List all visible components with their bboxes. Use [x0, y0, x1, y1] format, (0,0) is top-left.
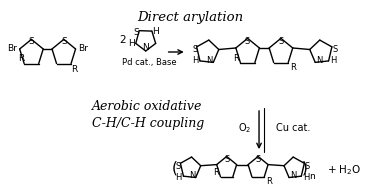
Text: N: N: [206, 56, 213, 65]
Text: H: H: [152, 27, 159, 36]
Text: S: S: [332, 45, 337, 54]
Text: Direct arylation: Direct arylation: [137, 11, 243, 24]
Text: S: S: [61, 37, 67, 46]
Text: S: S: [255, 155, 261, 164]
Text: H: H: [303, 173, 309, 182]
Text: (: (: [171, 160, 177, 176]
Text: S: S: [278, 37, 284, 46]
Text: S: S: [224, 155, 229, 164]
Text: O$_2$: O$_2$: [238, 121, 251, 135]
Text: Aerobic oxidative
C-H/C-H coupling: Aerobic oxidative C-H/C-H coupling: [92, 100, 205, 130]
Text: R: R: [18, 54, 24, 63]
Text: H: H: [192, 57, 199, 65]
Text: S: S: [134, 28, 139, 37]
Text: S: S: [176, 162, 181, 171]
Text: N: N: [189, 171, 195, 180]
Text: N: N: [142, 43, 149, 51]
Text: ): ): [302, 160, 308, 176]
Text: S: S: [192, 45, 197, 54]
Text: Pd cat., Base: Pd cat., Base: [122, 59, 177, 67]
Text: N: N: [290, 171, 296, 180]
Text: N: N: [316, 56, 322, 65]
Text: H: H: [330, 57, 337, 65]
Text: 2: 2: [120, 35, 126, 45]
Text: Br: Br: [78, 44, 88, 53]
Text: S: S: [245, 37, 250, 46]
Text: S: S: [28, 37, 34, 46]
Text: R: R: [290, 63, 296, 72]
Text: Br: Br: [7, 44, 17, 53]
Text: R: R: [233, 54, 238, 63]
Text: Cu cat.: Cu cat.: [276, 123, 311, 133]
Text: S: S: [304, 162, 310, 171]
Text: R: R: [213, 168, 219, 177]
Text: R: R: [71, 65, 77, 74]
Text: R: R: [266, 177, 272, 186]
Text: H: H: [128, 39, 135, 48]
Text: n: n: [310, 172, 315, 181]
Text: + H$_2$O: + H$_2$O: [327, 163, 361, 177]
Text: H: H: [176, 173, 182, 182]
